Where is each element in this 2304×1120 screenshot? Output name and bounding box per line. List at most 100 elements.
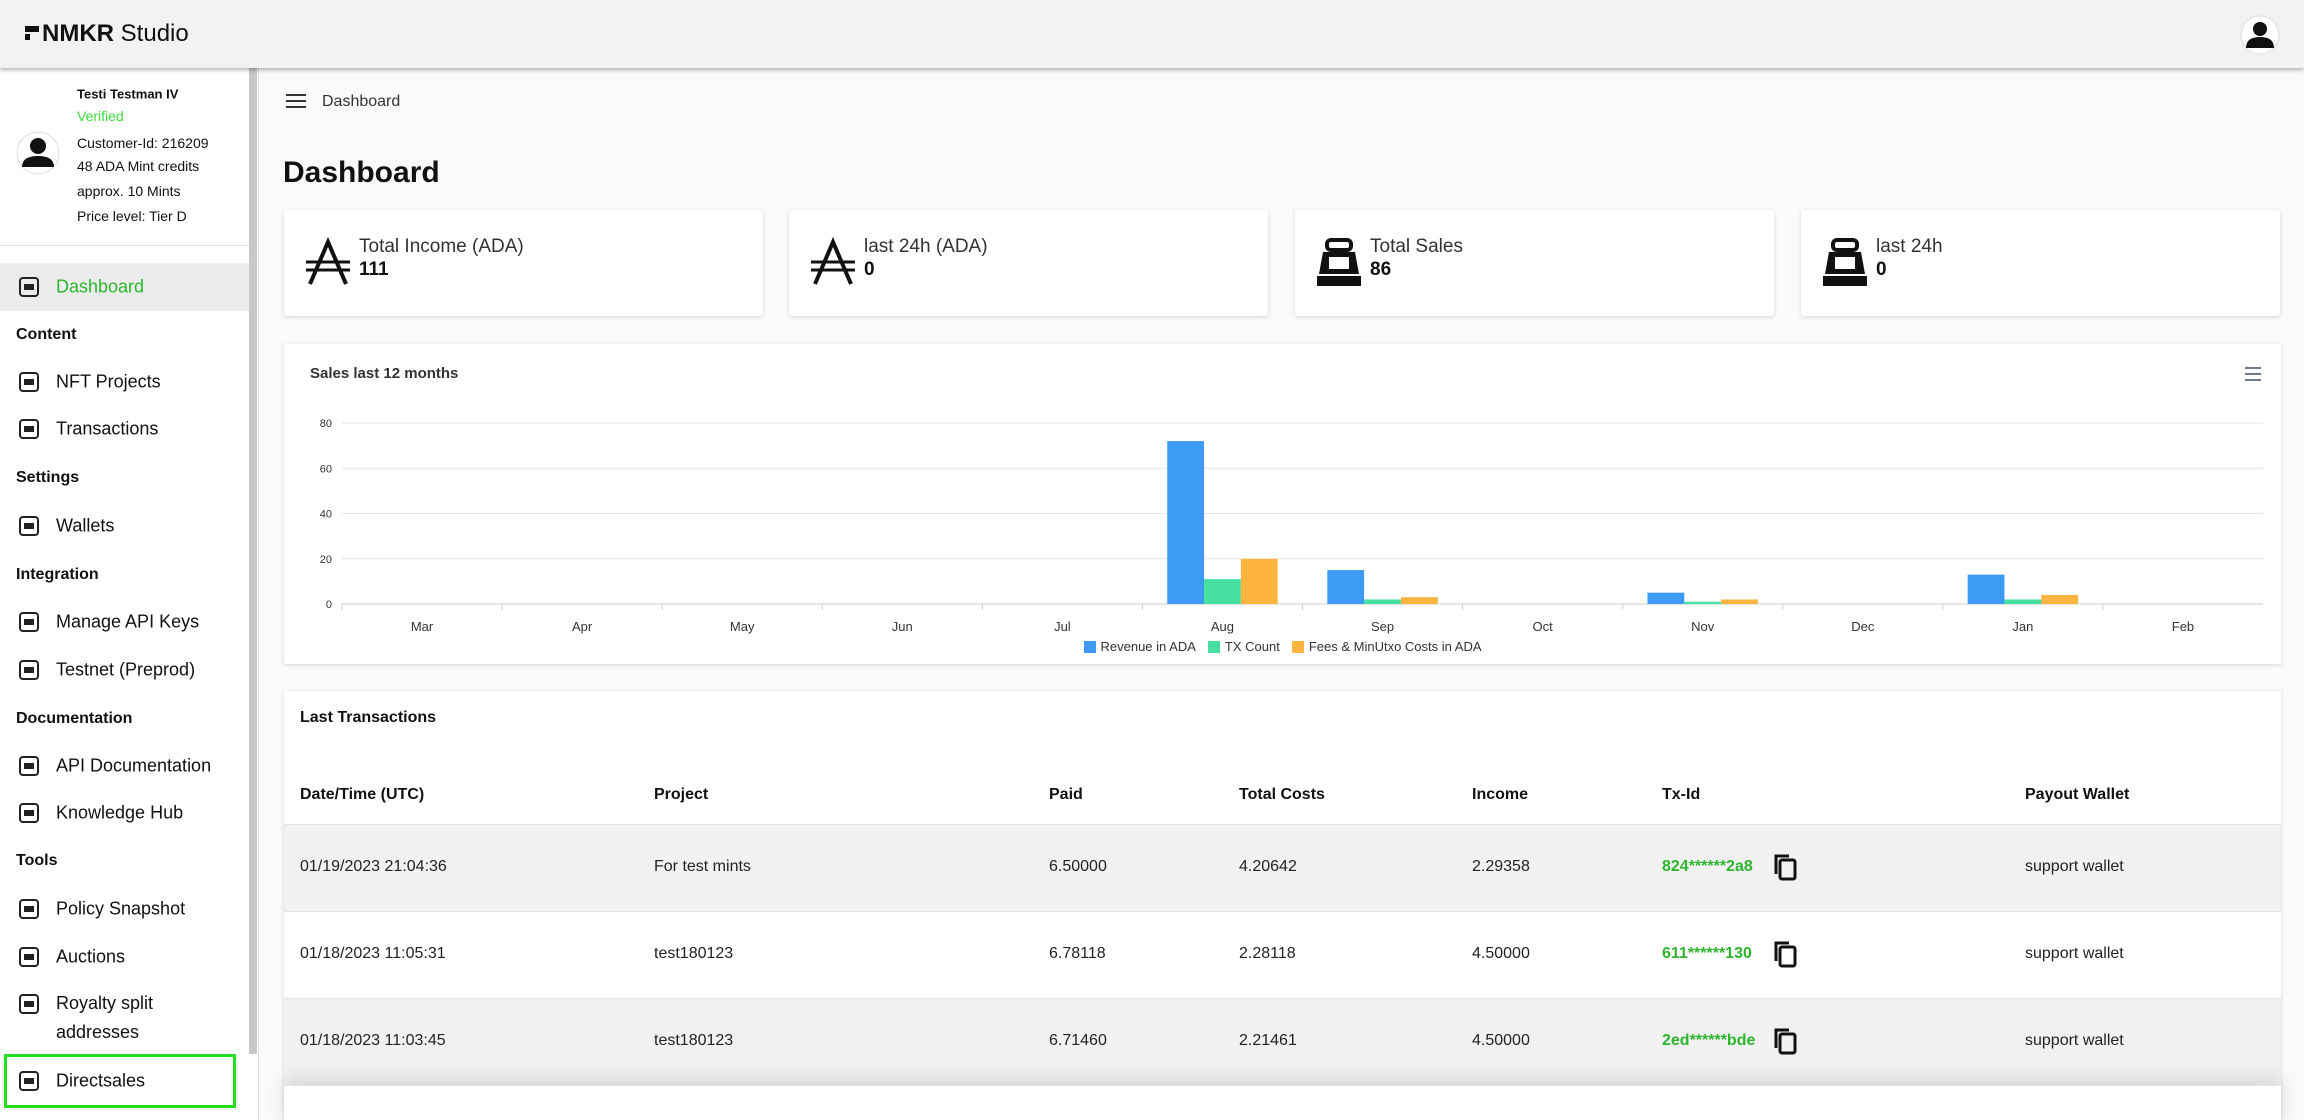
legend-item[interactable]: Fees & MinUtxo Costs in ADA — [1291, 639, 1482, 654]
y-tick-label: 20 — [320, 554, 332, 566]
stat-icon — [1823, 238, 1867, 286]
nav-item[interactable]: Directsales — [56, 1070, 146, 1091]
header — [0, 0, 2304, 68]
nav-item[interactable]: Auctions — [56, 946, 126, 967]
bar — [1647, 592, 1685, 604]
nav-item[interactable]: Knowledge Hub — [56, 802, 184, 823]
copy-icon[interactable] — [1774, 941, 1797, 968]
nav-icon — [19, 947, 39, 967]
legend-item[interactable]: TX Count — [1207, 639, 1280, 654]
stat-icon — [811, 236, 855, 285]
table-cell: 4.50000 — [1472, 945, 1530, 962]
nav-item[interactable]: Dashboard — [56, 276, 145, 297]
stat-icon — [1317, 238, 1361, 286]
x-tick-label: Feb — [2172, 619, 2194, 634]
column-header: Project — [654, 786, 709, 803]
x-tick-label: Aug — [1211, 619, 1234, 634]
y-tick-label: 80 — [320, 418, 332, 430]
nav-item[interactable]: Manage API Keys — [56, 611, 200, 632]
page-title: Dashboard — [283, 156, 440, 189]
nav-icon — [19, 516, 39, 536]
column-header: Payout Wallet — [2025, 786, 2130, 803]
bar — [1721, 599, 1758, 604]
bar — [1204, 579, 1241, 604]
table-cell: 4.20642 — [1239, 858, 1297, 875]
y-tick-label: 40 — [320, 509, 332, 521]
stat-label: Total Sales — [1370, 236, 1463, 257]
nav-icon — [19, 803, 39, 823]
brand-logo — [25, 26, 39, 40]
x-tick-label: Mar — [411, 619, 434, 634]
nav-item[interactable]: Policy Snapshot — [56, 898, 186, 919]
sidebar-scrollbar — [249, 68, 257, 1054]
column-header: Date/Time (UTC) — [300, 786, 425, 803]
table-cell: 2.29358 — [1472, 858, 1530, 875]
x-tick-label: Sep — [1371, 619, 1394, 634]
table-cell: 2.28118 — [1239, 945, 1296, 962]
legend-label: Revenue in ADA — [1100, 639, 1196, 654]
nav-item[interactable]: Testnet (Preprod) — [56, 659, 196, 680]
profile-divider — [0, 245, 249, 246]
bar — [2041, 594, 2079, 604]
column-header: Paid — [1049, 786, 1083, 803]
bar — [1167, 441, 1205, 604]
nav-icon — [19, 994, 39, 1014]
menu-icon[interactable] — [286, 94, 306, 108]
nav-active-bg — [0, 263, 249, 311]
legend-swatch — [1291, 640, 1304, 653]
x-tick-label: Dec — [1851, 619, 1875, 634]
nav-item[interactable]: Royalty split addresses — [56, 993, 154, 1042]
profile-mints: approx. 10 Mints — [77, 183, 181, 199]
transactions-title: Last Transactions — [300, 709, 437, 726]
column-header: Tx-Id — [1662, 786, 1701, 803]
copy-icon[interactable] — [1774, 1028, 1797, 1055]
nav-item[interactable]: Wallets — [56, 515, 115, 536]
stat-label: last 24h (ADA) — [864, 236, 988, 257]
nav-item[interactable]: API Documentation — [56, 755, 212, 776]
profile-credits: 48 ADA Mint credits — [77, 158, 200, 174]
nav-icon — [19, 1071, 39, 1091]
chart-menu-icon — [2245, 367, 2261, 369]
stat-card: Total Sales 86 — [1295, 210, 1774, 316]
profile-avatar — [16, 131, 60, 175]
legend-item[interactable]: Revenue in ADA — [1083, 639, 1196, 654]
stat-value: 111 — [359, 259, 389, 280]
tx-id[interactable]: 2ed******bde — [1662, 1032, 1756, 1049]
table-row — [284, 1085, 2281, 1120]
brand-name: NMKR — [42, 20, 114, 47]
table-row — [284, 911, 2281, 998]
x-tick-label: Apr — [572, 619, 593, 634]
chart: Sales last 12 months 0 20 40 60 80 Mar Apr May Ju… — [310, 365, 2263, 634]
product-name: Studio — [120, 20, 189, 47]
column-header: Total Costs — [1239, 786, 1325, 803]
nav-icon — [19, 660, 39, 680]
profile-price-level: Price level: Tier D — [77, 208, 187, 224]
column-header: Income — [1472, 786, 1529, 803]
nav-section-title: Content — [16, 326, 77, 343]
table-cell: 4.50000 — [1472, 1032, 1530, 1049]
nav-item[interactable]: Transactions — [56, 418, 159, 439]
x-tick-label: Oct — [1533, 619, 1554, 634]
user-avatar[interactable] — [2240, 15, 2280, 55]
y-tick-label: 0 — [326, 599, 332, 611]
table-row — [284, 824, 2281, 911]
x-tick-label: Jan — [2012, 619, 2033, 634]
bar — [2004, 599, 2042, 604]
stat-value: 0 — [1876, 259, 1887, 280]
table-cell: 01/18/2023 11:03:45 — [300, 1032, 446, 1049]
stat-value: 0 — [864, 259, 875, 280]
highlight-box — [4, 1054, 236, 1108]
tx-id[interactable]: 611******130 — [1662, 945, 1752, 962]
stat-card: last 24h (ADA) 0 — [789, 210, 1268, 316]
tx-id[interactable]: 824******2a8 — [1662, 858, 1753, 875]
chart-menu-icon — [2245, 373, 2261, 375]
table-cell: 6.71460 — [1049, 1032, 1107, 1049]
table-cell: support wallet — [2025, 945, 2124, 962]
copy-icon[interactable] — [1774, 854, 1797, 881]
nav-item[interactable]: NFT Projects — [56, 371, 161, 392]
breadcrumb: Dashboard — [322, 93, 401, 110]
table-cell: 01/19/2023 21:04:36 — [300, 858, 447, 875]
stat-label: Total Income (ADA) — [359, 236, 524, 257]
table-cell: 6.50000 — [1049, 858, 1107, 875]
